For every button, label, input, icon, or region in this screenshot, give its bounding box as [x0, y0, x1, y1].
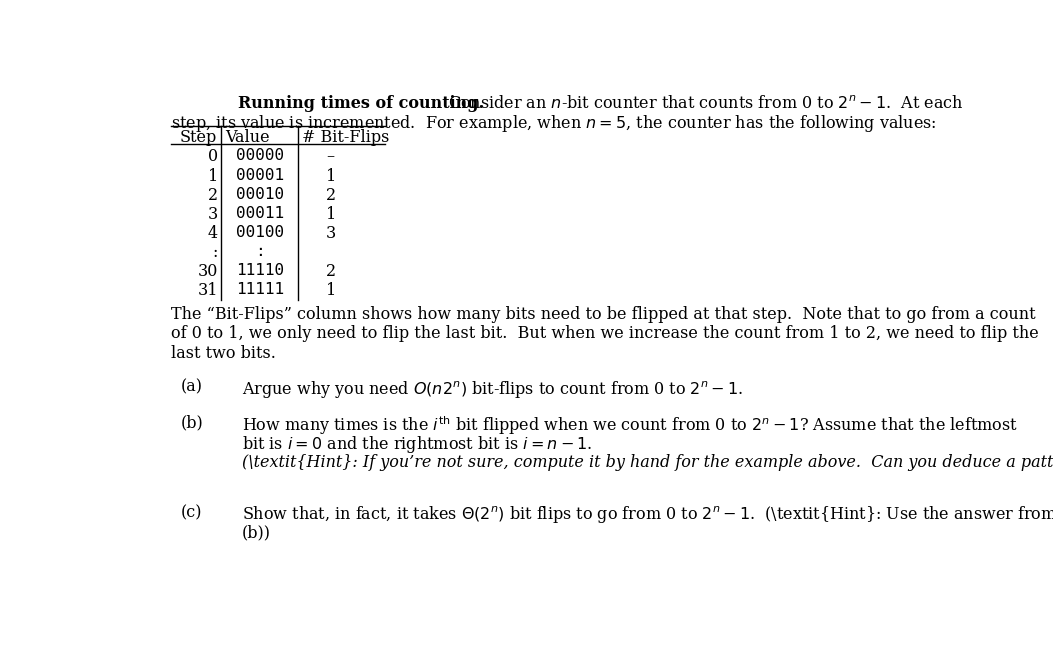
Text: 00000: 00000: [236, 149, 284, 163]
Text: last two bits.: last two bits.: [171, 345, 276, 362]
Text: 00100: 00100: [236, 225, 284, 240]
Text: 30: 30: [198, 263, 218, 280]
Text: 3: 3: [325, 225, 336, 242]
Text: 1: 1: [325, 168, 336, 185]
Text: Consider an $n$-bit counter that counts from 0 to $2^n - 1$.  At each: Consider an $n$-bit counter that counts …: [449, 95, 963, 112]
Text: :: :: [255, 244, 264, 259]
Text: 1: 1: [325, 282, 336, 299]
Text: of 0 to 1, we only need to flip the last bit.  But when we increase the count fr: of 0 to 1, we only need to flip the last…: [171, 326, 1038, 342]
Text: 2: 2: [208, 187, 218, 204]
Text: Show that, in fact, it takes $\Theta(2^n)$ bit flips to go from 0 to $2^n - 1$. : Show that, in fact, it takes $\Theta(2^n…: [242, 505, 1053, 525]
Text: 4: 4: [208, 225, 218, 242]
Text: –: –: [326, 149, 335, 165]
Text: bit is $i = 0$ and the rightmost bit is $i = n - 1$.: bit is $i = 0$ and the rightmost bit is …: [242, 434, 592, 456]
Text: 00011: 00011: [236, 206, 284, 220]
Text: (\textit{Hint}: If you’re not sure, compute it by hand for the example above.  C: (\textit{Hint}: If you’re not sure, comp…: [242, 454, 1053, 471]
Text: 31: 31: [198, 282, 218, 299]
Text: Value: Value: [225, 129, 271, 146]
Text: 2: 2: [325, 187, 336, 204]
Text: Running times of counting.: Running times of counting.: [238, 95, 483, 112]
Text: Argue why you need $O(n2^n)$ bit-flips to count from 0 to $2^n - 1$.: Argue why you need $O(n2^n)$ bit-flips t…: [242, 379, 743, 399]
Text: (c): (c): [181, 505, 202, 521]
Text: step, its value is incremented.  For example, when $n = 5$, the counter has the : step, its value is incremented. For exam…: [171, 113, 936, 134]
Text: 1: 1: [325, 206, 336, 222]
Text: How many times is the $i^{\mathrm{th}}$ bit flipped when we count from 0 to $2^n: How many times is the $i^{\mathrm{th}}$ …: [242, 415, 1018, 438]
Text: # Bit-Flips: # Bit-Flips: [302, 129, 390, 146]
Text: (b)): (b)): [242, 524, 271, 541]
Text: 00010: 00010: [236, 187, 284, 202]
Text: (b): (b): [181, 415, 203, 431]
Text: (a): (a): [181, 379, 202, 395]
Text: :: :: [213, 244, 218, 261]
Text: 2: 2: [325, 263, 336, 280]
Text: 00001: 00001: [236, 168, 284, 183]
Text: The “Bit-Flips” column shows how many bits need to be flipped at that step.  Not: The “Bit-Flips” column shows how many bi…: [171, 306, 1035, 323]
Text: 3: 3: [207, 206, 218, 222]
Text: Step: Step: [180, 129, 217, 146]
Text: 1: 1: [207, 168, 218, 185]
Text: 11110: 11110: [236, 263, 284, 278]
Text: 11111: 11111: [236, 282, 284, 297]
Text: 0: 0: [208, 149, 218, 165]
